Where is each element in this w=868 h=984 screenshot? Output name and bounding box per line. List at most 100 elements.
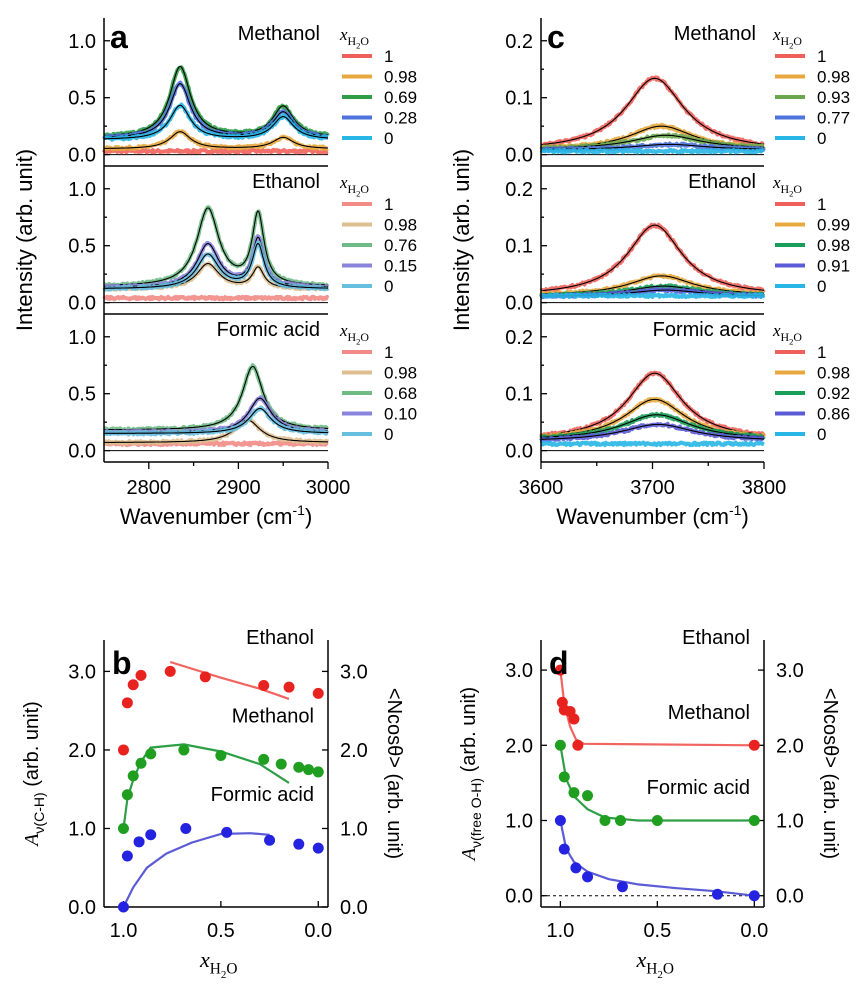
fit-curve	[122, 832, 270, 908]
y-tick-label: 0.5	[68, 236, 96, 258]
data-point	[164, 665, 176, 677]
series-formic-acid	[117, 822, 324, 913]
x-tick-label: 3000	[306, 477, 351, 499]
y-tick-label: 1.0	[68, 31, 96, 53]
y-tick-label: 0.0	[505, 886, 533, 908]
subplot-ethanol: 0.0 0.5 1.0 Ethanol xH2O 1 0.980.76 0.150	[68, 166, 417, 315]
data-point	[145, 829, 157, 841]
legend-label: 0.98	[817, 364, 850, 383]
x-tick-label: 3800	[742, 477, 787, 499]
series-label: Formic acid	[647, 777, 750, 799]
legend-label: 0.98	[384, 68, 417, 87]
data-point	[121, 789, 133, 801]
legend-label: 0.77	[817, 109, 850, 128]
x-tick-label: 1.0	[110, 920, 138, 942]
y-tick-label-right: 0.0	[340, 897, 368, 919]
data-point	[117, 744, 129, 756]
legend-title: xH2O	[772, 25, 802, 51]
x-tick-label: 0.5	[643, 920, 671, 942]
data-point	[748, 890, 760, 902]
y-tick-label: 0.1	[505, 88, 533, 110]
y-tick-label: 3.0	[505, 660, 533, 682]
series-0-fit	[104, 242, 328, 289]
x-tick-label: 3600	[519, 477, 564, 499]
series-formic-acid	[554, 815, 760, 902]
y-axis-label-right: <Ncosθ> (arb. unit)	[383, 688, 405, 859]
x-tick-label: 0.5	[207, 920, 235, 942]
y-tick-label: 0.5	[68, 384, 96, 406]
data-point	[570, 862, 582, 874]
panel-letter: d	[549, 645, 569, 681]
data-point	[616, 881, 628, 893]
subplot-ethanol: 0.0 0.1 0.2 Ethanol xH2O 1 0.990.98 0.910	[505, 166, 850, 315]
subplot-formic-acid: 0.0 0.5 1.0 Formic acid xH2O 1 0.980.68 0.100	[68, 314, 417, 463]
series-0.68-data	[103, 363, 330, 433]
data-point	[615, 815, 627, 827]
legend-label: 0.15	[384, 257, 417, 276]
series-0.98-fit	[104, 419, 329, 443]
y-tick-label: 0.2	[505, 31, 533, 53]
series-ethanol	[117, 660, 324, 756]
data-point	[221, 826, 233, 838]
series-0-fit	[104, 407, 328, 434]
legend-title: xH2O	[339, 173, 369, 199]
x-axis-label: Wavenumber (cm-1)	[120, 502, 313, 529]
y-tick-label-right: 1.0	[776, 811, 804, 833]
y-tick-label: 2.0	[68, 740, 96, 762]
y-tick-label-right: 3.0	[776, 660, 804, 682]
y-tick-label-right: 0.0	[776, 886, 804, 908]
data-point	[293, 838, 305, 850]
series-1-fit	[540, 77, 765, 146]
legend-label: 0	[384, 277, 393, 296]
series-methanol	[554, 739, 760, 827]
legend-label: 0	[817, 277, 826, 296]
data-point	[135, 757, 147, 769]
y-tick-label: 0.0	[505, 293, 533, 315]
data-point	[127, 770, 139, 782]
y-tick-label: 1.0	[68, 179, 96, 201]
legend-label: 0.10	[384, 405, 417, 424]
y-tick-label: 0.0	[68, 897, 96, 919]
series-0.92-fit	[540, 414, 765, 438]
series-label: Methanol	[232, 705, 314, 727]
series-ethanol	[554, 664, 760, 751]
substance-label: Formic acid	[217, 319, 320, 341]
subplot-formic-acid: 0.0 0.1 0.2 Formic acid xH2O 1 0.980.92 0.860	[505, 314, 850, 463]
data-point	[558, 771, 570, 783]
y-tick-label-right: 3.0	[340, 661, 368, 683]
legend-label: 0.76	[384, 236, 417, 255]
legend-title: xH2O	[339, 25, 369, 51]
y-axis-label: Intensity (arb. unit)	[449, 149, 474, 331]
legend-label: 0.98	[817, 68, 850, 87]
legend-title: xH2O	[772, 321, 802, 347]
data-point	[117, 822, 129, 834]
series-label: Ethanol	[682, 627, 750, 649]
x-axis-label: xH2O	[199, 947, 238, 981]
series-0-fit	[104, 104, 329, 140]
y-tick-label: 0.1	[505, 384, 533, 406]
series-methanol	[117, 743, 324, 834]
panel-letter: b	[112, 645, 132, 681]
y-tick-label: 0.0	[68, 441, 96, 463]
series-1-fit	[540, 372, 765, 436]
y-tick-label: 1.0	[68, 818, 96, 840]
substance-label: Ethanol	[252, 171, 320, 193]
series-1-data	[539, 222, 766, 294]
legend-label: 0	[384, 129, 393, 148]
series-1-data	[102, 294, 330, 302]
legend-label: 0.92	[817, 384, 850, 403]
y-tick-label: 0.0	[68, 293, 96, 315]
fit-curve	[559, 820, 755, 897]
y-tick-label: 0.2	[505, 179, 533, 201]
data-point	[121, 850, 133, 862]
legend-label: 0.86	[817, 405, 850, 424]
y-tick-label-right: 1.0	[340, 818, 368, 840]
y-tick-label: 0.0	[505, 145, 533, 167]
data-point	[133, 836, 145, 848]
data-point	[117, 901, 129, 913]
x-tick-label: 1.0	[546, 920, 574, 942]
data-point	[264, 834, 276, 846]
substance-label: Methanol	[674, 23, 756, 45]
data-point	[180, 822, 192, 834]
